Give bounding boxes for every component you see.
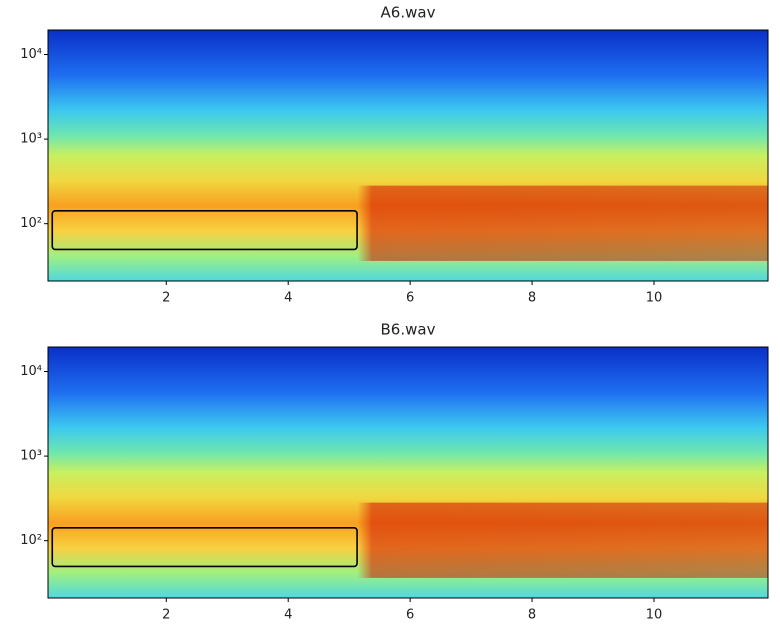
y-tick-label: 10⁴ (20, 47, 42, 62)
y-tick-label: 10² (20, 533, 42, 548)
x-tick-label: 6 (406, 291, 414, 306)
y-tick-label: 10³ (20, 449, 42, 464)
plot-title: B6.wav (381, 321, 436, 339)
x-tick-label: 2 (162, 291, 170, 306)
y-tick-label: 10⁴ (20, 364, 42, 379)
y-tick-label: 10² (20, 216, 42, 231)
x-tick-label: 4 (284, 291, 292, 306)
x-tick-label: 10 (646, 608, 663, 623)
y-tick-label: 10³ (20, 132, 42, 147)
plot-frame (47, 346, 769, 599)
x-tick-label: 10 (646, 291, 663, 306)
highlight-box (51, 526, 358, 568)
x-tick-label: 4 (284, 608, 292, 623)
x-tick-label: 6 (406, 608, 414, 623)
x-tick-label: 8 (528, 608, 536, 623)
plot-frame (47, 29, 769, 282)
spectrogram-heat (48, 185, 768, 261)
highlight-box (51, 209, 358, 251)
spectrogram-heat (48, 502, 768, 578)
x-tick-label: 2 (162, 608, 170, 623)
x-tick-label: 8 (528, 291, 536, 306)
plot-title: A6.wav (381, 4, 436, 22)
